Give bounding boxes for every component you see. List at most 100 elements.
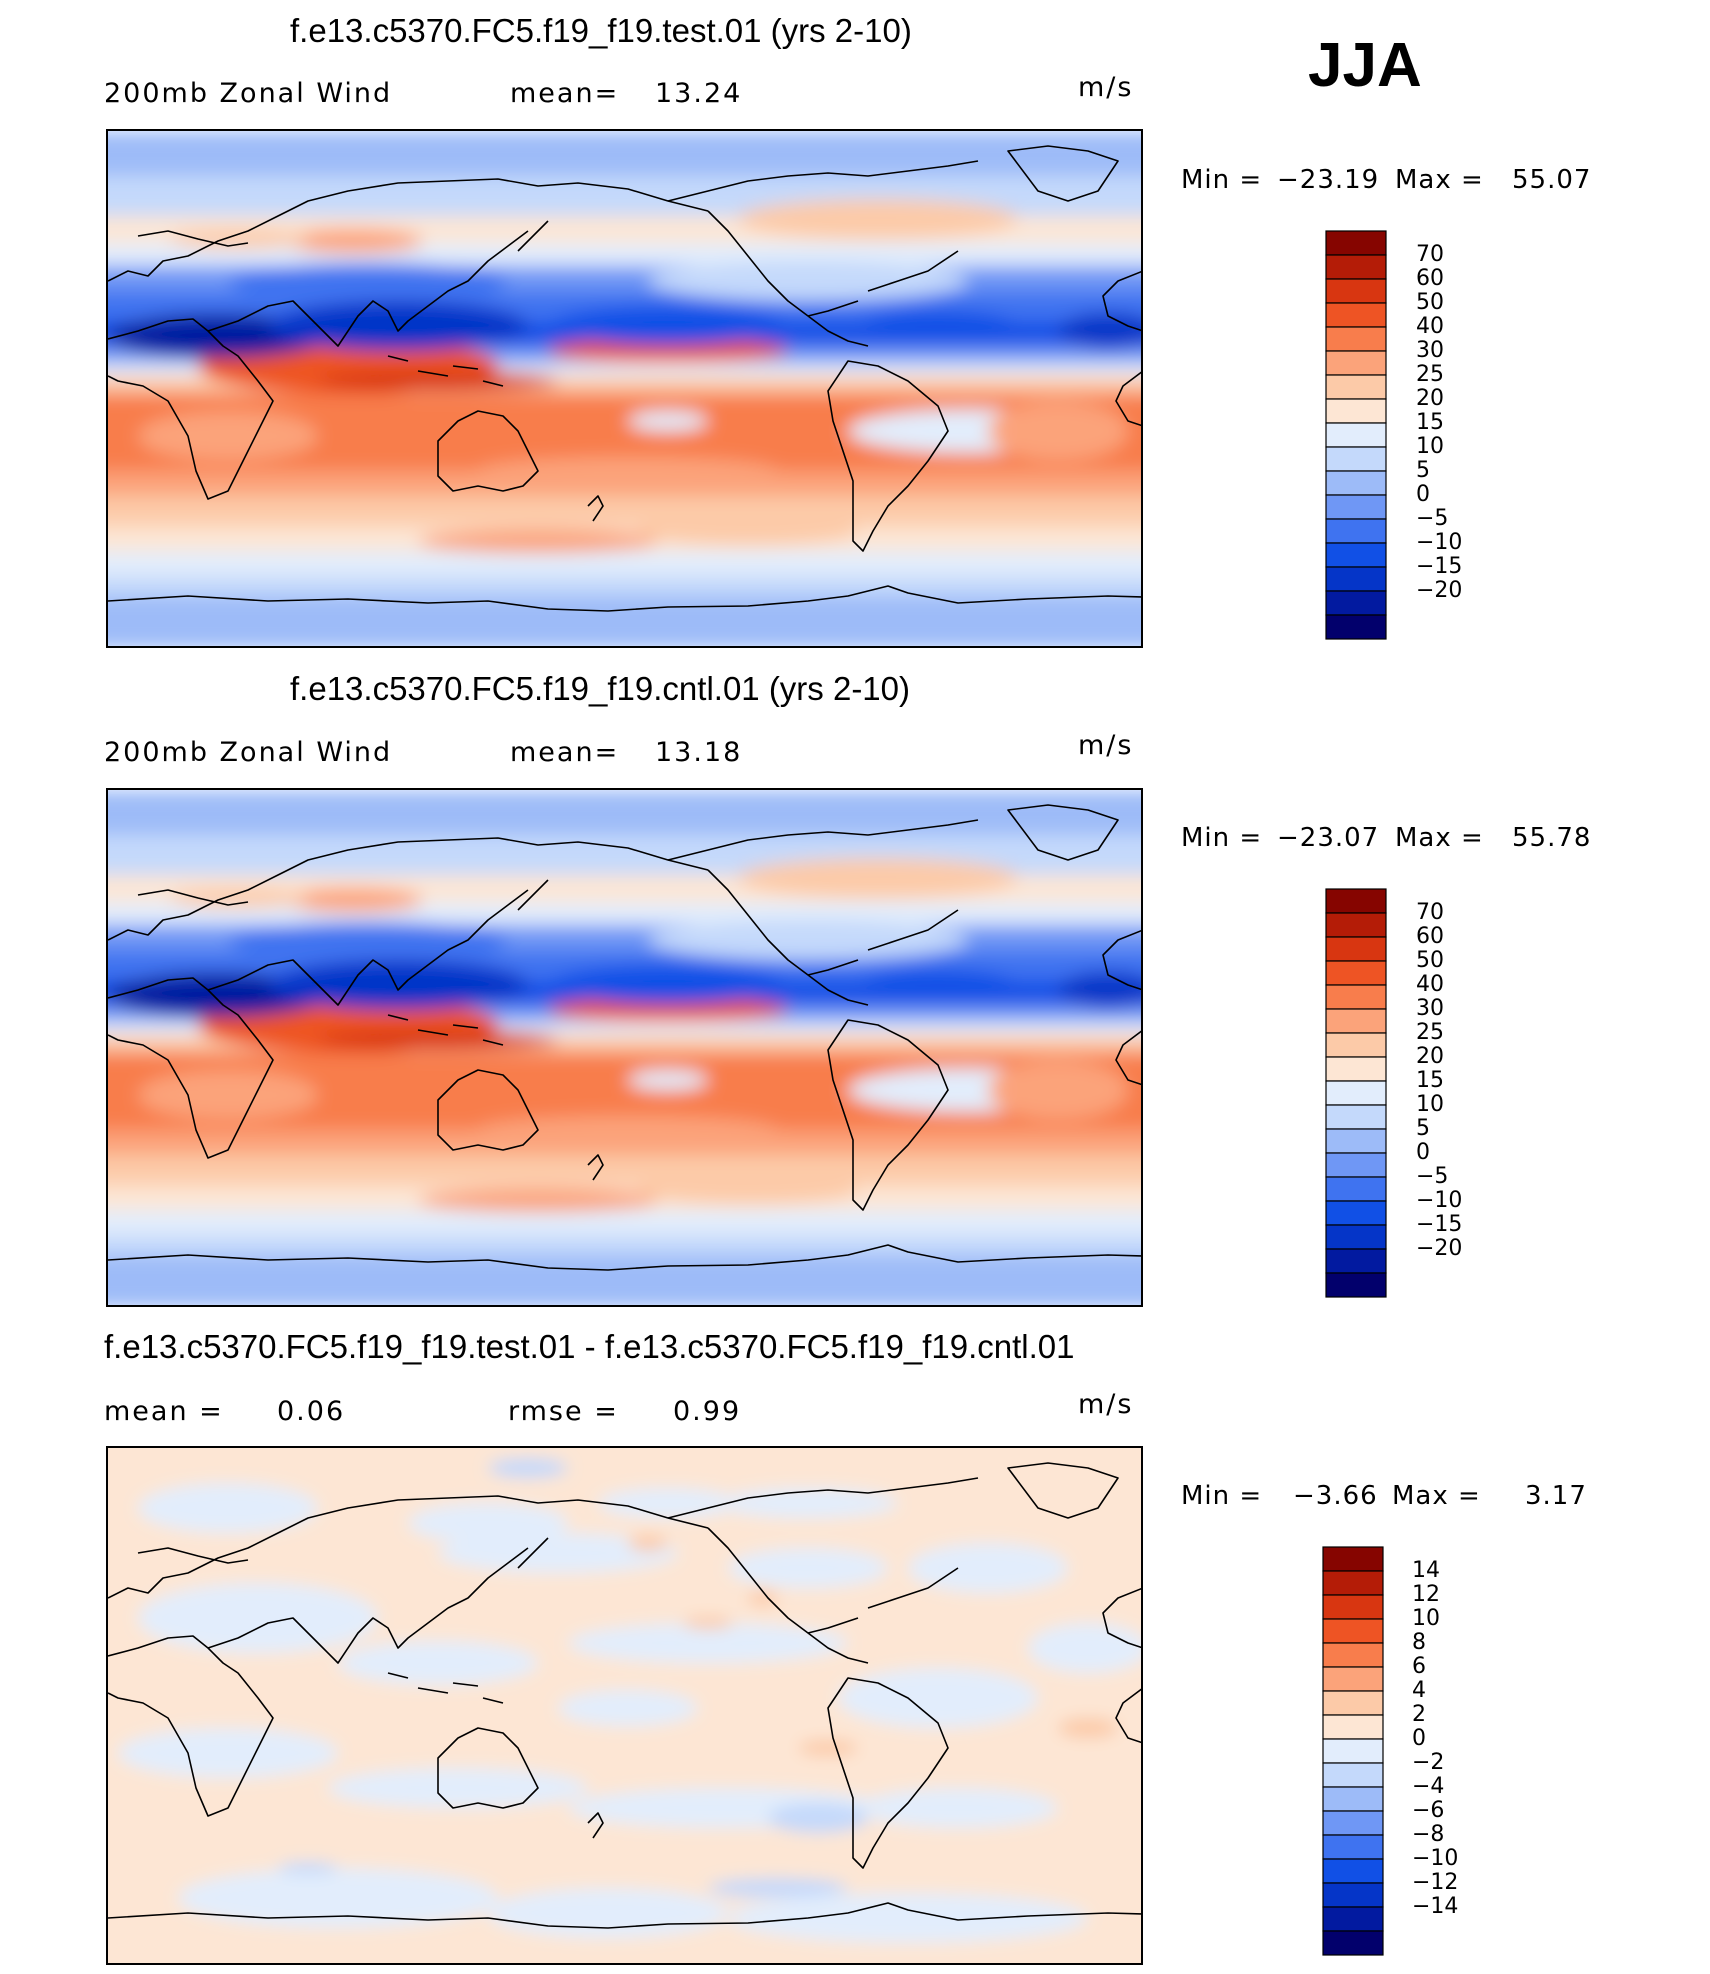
wind-contour xyxy=(228,263,508,299)
panel3-contour-plot xyxy=(108,1448,1141,1963)
panel3-min-label: Min = xyxy=(1181,1481,1263,1511)
colorbar-tick-label: 30 xyxy=(1416,338,1444,363)
colorbar-tick-label: 60 xyxy=(1416,266,1444,291)
panel3-rmse-label: rmse = xyxy=(508,1396,619,1427)
wind-contour xyxy=(548,965,788,1005)
diff-positive xyxy=(1058,1718,1118,1738)
coastline xyxy=(108,178,709,282)
colorbar-box xyxy=(1325,398,1387,424)
panel3-title: f.e13.c5370.FC5.f19_f19.test.01 - f.e13.… xyxy=(104,1328,1075,1365)
wind-contour xyxy=(638,1176,858,1204)
wind-contour xyxy=(858,311,1018,341)
colorbar-tick-label: 15 xyxy=(1416,1068,1444,1093)
colorbar-tick-label: 60 xyxy=(1416,924,1444,949)
coastline xyxy=(108,1902,1141,1929)
wind-contour xyxy=(138,1070,318,1120)
colorbar-tick-label: −6 xyxy=(1412,1798,1445,1823)
colorbar-box xyxy=(1325,278,1387,304)
colorbar-tick-label: 4 xyxy=(1412,1678,1426,1703)
colorbar-box xyxy=(1325,1104,1387,1130)
coastline xyxy=(437,410,539,492)
wind-contour xyxy=(268,960,528,1010)
colorbar-tick-label: 0 xyxy=(1412,1726,1426,1751)
colorbar-tick-label: −14 xyxy=(1412,1894,1459,1919)
wind-contour xyxy=(478,1116,778,1144)
diff-negative xyxy=(438,1533,678,1573)
coastline xyxy=(108,1635,274,1817)
coastline xyxy=(667,819,979,1006)
colorbar-box xyxy=(1325,494,1387,520)
wind-contour xyxy=(988,401,1128,461)
panel2-title: f.e13.c5370.FC5.f19_f19.cntl.01 (yrs 2-1… xyxy=(290,670,911,707)
colorbar-box xyxy=(1325,446,1387,472)
coastline xyxy=(437,1069,539,1151)
colorbar-tick-label: 50 xyxy=(1416,290,1444,315)
colorbar-box xyxy=(1322,1618,1384,1644)
wind-contour xyxy=(228,922,508,958)
wind-contour xyxy=(478,457,778,485)
coastline xyxy=(1115,1030,1141,1086)
diff-negative-strong xyxy=(488,1458,568,1478)
coastline xyxy=(437,1727,539,1809)
panel3-mean-label: mean = xyxy=(104,1396,224,1427)
coastline xyxy=(207,889,529,1006)
wind-band xyxy=(108,131,1141,177)
colorbar-tick-label: 10 xyxy=(1416,434,1444,459)
panel2-contour-plot xyxy=(108,790,1141,1305)
wind-band xyxy=(108,596,1141,646)
colorbar-box xyxy=(1322,1546,1384,1572)
coastline xyxy=(517,1537,549,1569)
coastline xyxy=(827,1019,949,1211)
wind-contour xyxy=(418,529,658,553)
colorbar-tick-label: 20 xyxy=(1416,386,1444,411)
coastline xyxy=(387,1014,504,1046)
colorbar-box xyxy=(1322,1642,1384,1668)
coastline xyxy=(108,585,1141,612)
diff-negative xyxy=(558,1690,698,1726)
coastline xyxy=(827,360,949,552)
colorbar-tick-label: 8 xyxy=(1412,1630,1426,1655)
diff-negative xyxy=(908,1543,1068,1593)
panel1-variable-label: 200mb Zonal Wind xyxy=(104,78,393,109)
diff-negative xyxy=(178,1868,498,1928)
colorbar-tick-label: 40 xyxy=(1416,972,1444,997)
colorbar-box xyxy=(1325,1128,1387,1154)
coastline xyxy=(517,879,549,911)
wind-band xyxy=(108,551,1141,577)
diff-negative xyxy=(138,1483,318,1533)
wind-contour xyxy=(283,888,423,912)
colorbar-box xyxy=(1325,960,1387,986)
coastlines xyxy=(108,804,1141,1271)
coastline xyxy=(387,1672,504,1704)
coastline xyxy=(1115,1688,1141,1744)
colorbar-box xyxy=(1325,1200,1387,1226)
colorbar-tick-label: −10 xyxy=(1416,1188,1463,1213)
diff-positive xyxy=(748,1590,778,1606)
wind-band xyxy=(108,1235,1141,1256)
coastline xyxy=(137,889,249,906)
colorbar-tick-label: −20 xyxy=(1416,1236,1463,1261)
diff-negative xyxy=(338,1641,538,1685)
colorbar-box xyxy=(1325,518,1387,544)
coastlines xyxy=(108,145,1141,612)
panel1-max-label: Max = xyxy=(1395,165,1484,195)
panel2-map xyxy=(106,788,1143,1307)
colorbar-box xyxy=(1325,1152,1387,1178)
diff-negative xyxy=(138,1583,378,1653)
coastline xyxy=(1115,371,1141,427)
colorbar-tick-label: 25 xyxy=(1416,1020,1444,1045)
panel3-units: m/s xyxy=(1078,1389,1134,1420)
colorbar-box xyxy=(1325,888,1387,914)
coastline xyxy=(108,318,274,500)
wind-band xyxy=(108,790,1141,836)
colorbar-tick-label: 15 xyxy=(1416,410,1444,435)
wind-contour xyxy=(138,411,318,461)
colorbar-box xyxy=(1325,542,1387,568)
panel1-mean-value: 13.24 xyxy=(655,78,743,109)
colorbar-tick-label: −15 xyxy=(1416,554,1463,579)
wind-band xyxy=(108,1255,1141,1305)
panel1-mean-label: mean= xyxy=(510,78,620,109)
colorbar-box xyxy=(1325,1056,1387,1082)
diff-negative-strong xyxy=(708,1878,848,1898)
panel2-units: m/s xyxy=(1078,730,1134,761)
